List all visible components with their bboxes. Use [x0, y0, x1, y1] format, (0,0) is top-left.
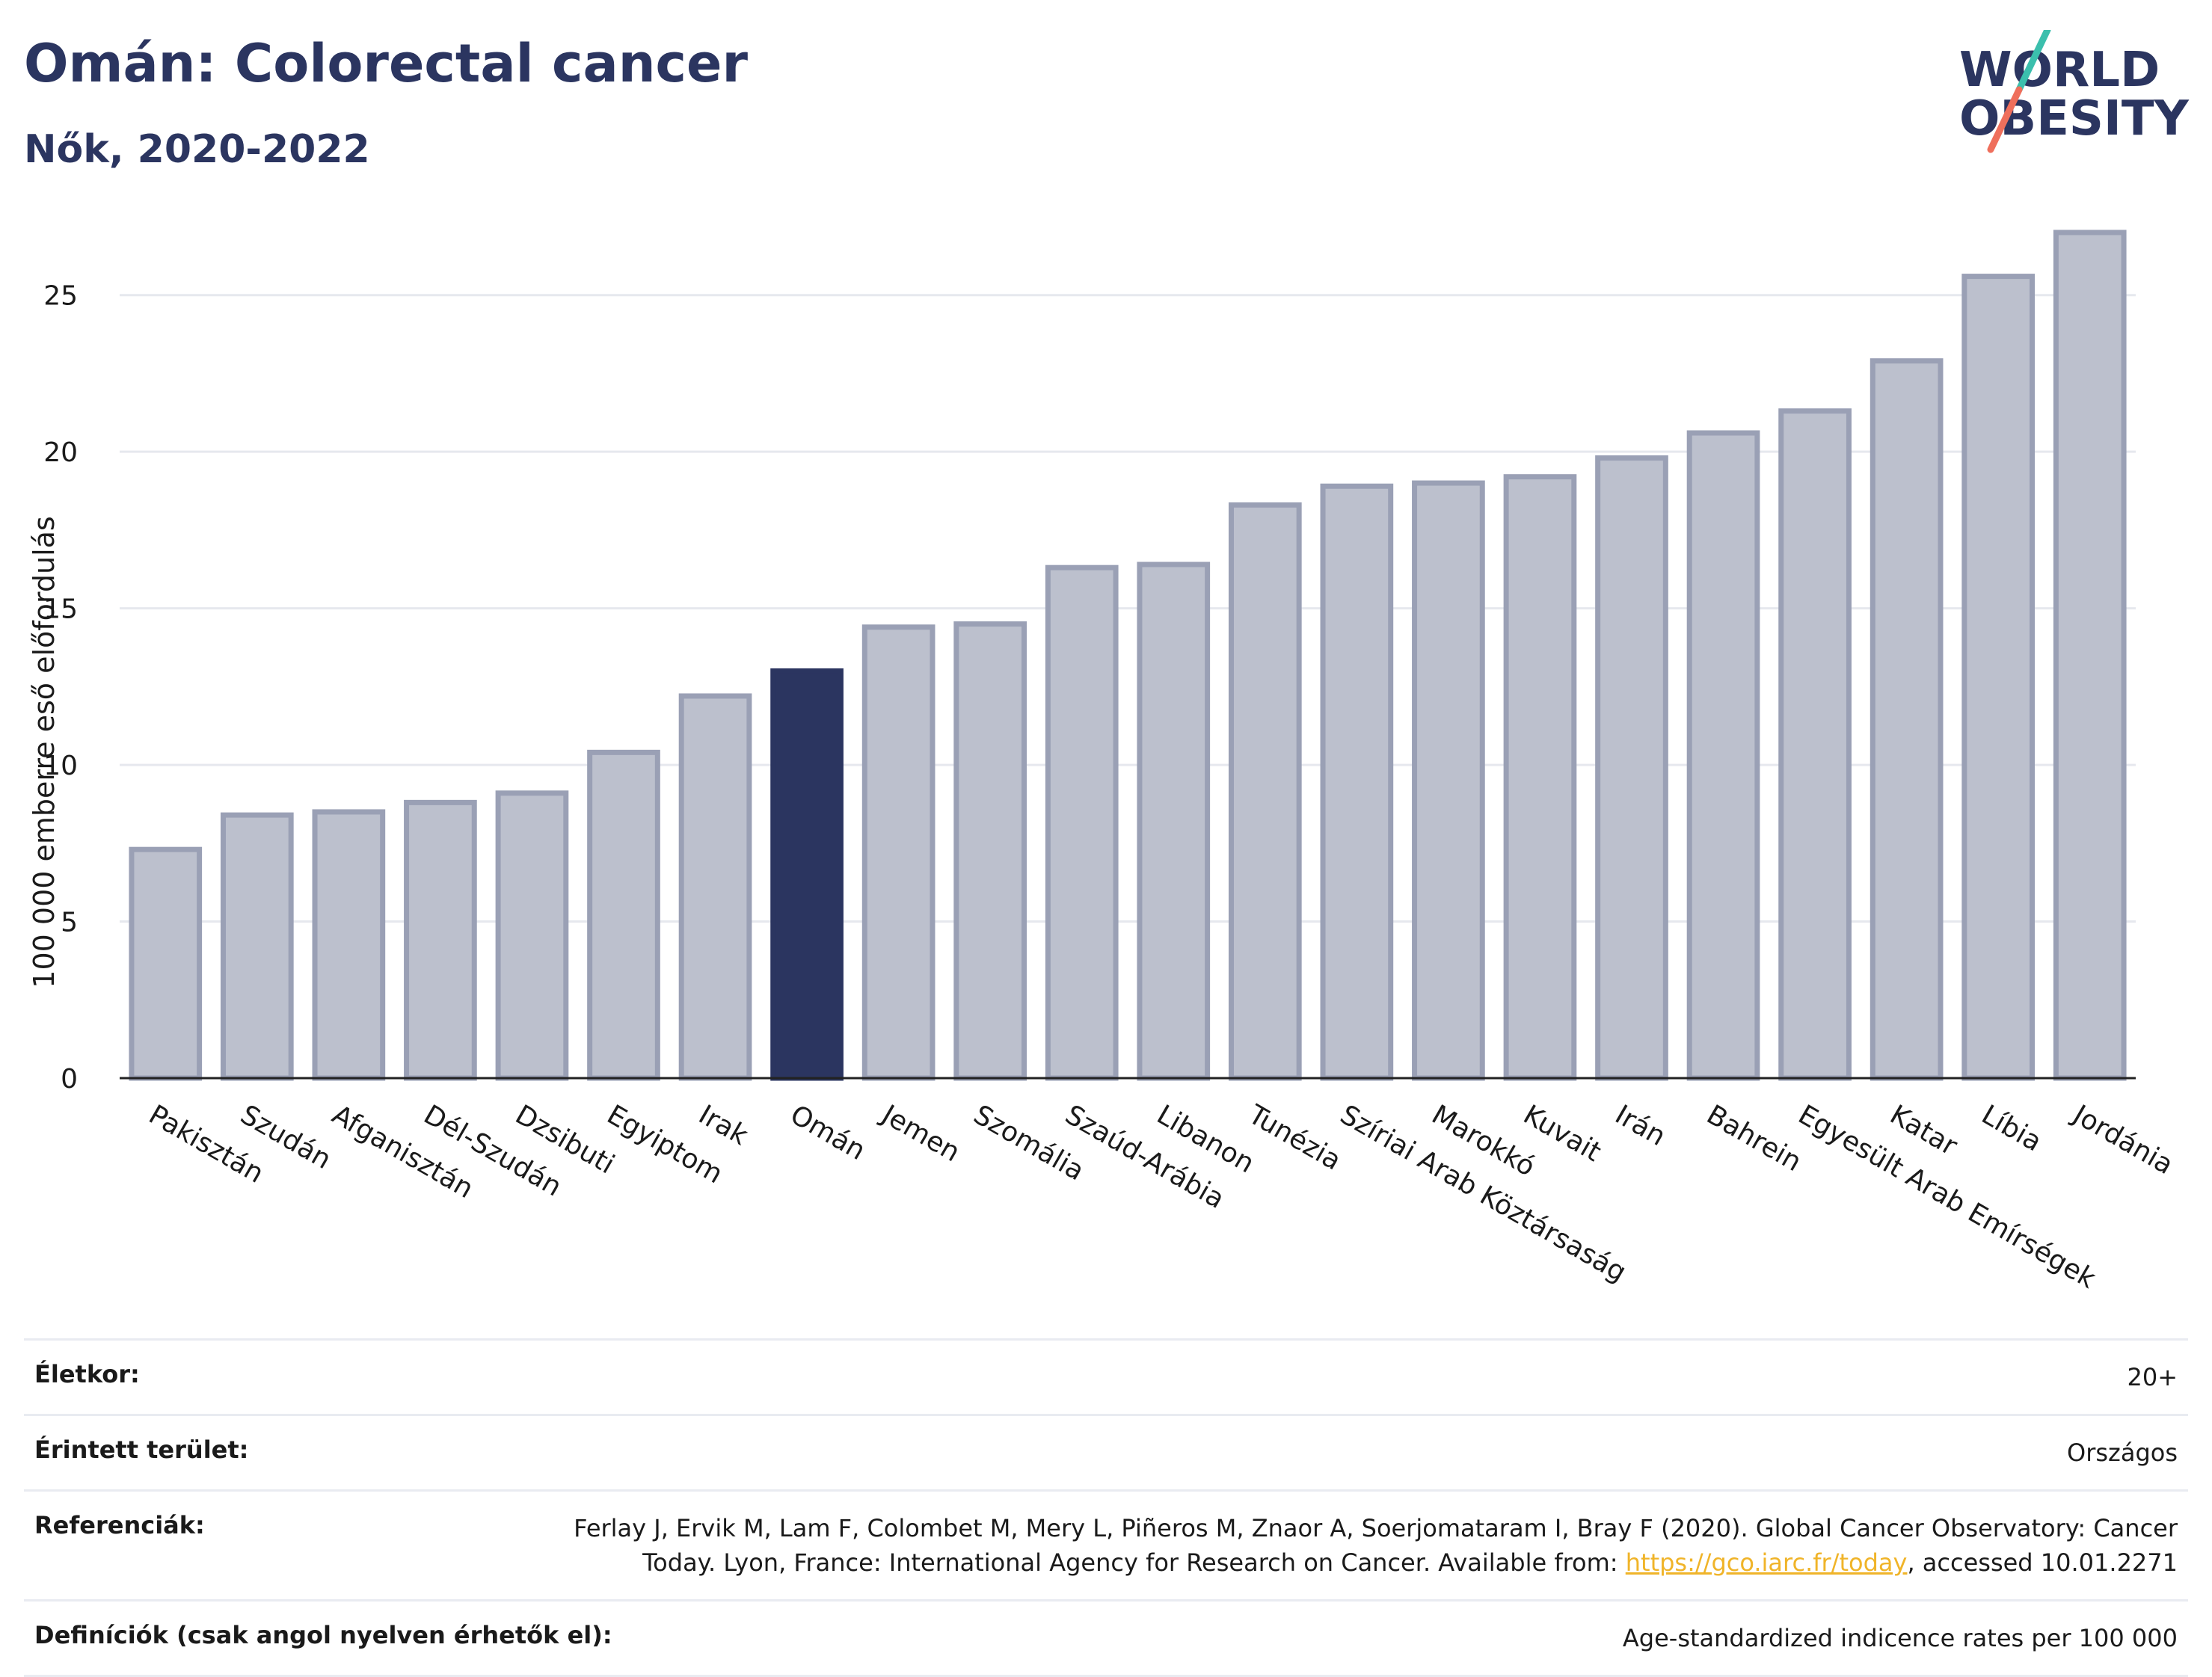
bar-dél-szudán — [404, 799, 477, 1081]
y-axis-ticks: 0 5 10 15 20 25 — [43, 281, 78, 1095]
y-tick-label: 5 — [61, 908, 78, 938]
x-tick-label: Jordánia — [2067, 1098, 2178, 1181]
meta-row-definitions: Definíciók (csak angol nyelven érhetők e… — [24, 1599, 2188, 1677]
bar-omán — [770, 668, 844, 1081]
logo-slash-coral — [1987, 86, 2023, 153]
bar-irán — [1595, 455, 1668, 1081]
x-tick-label: Irán — [1610, 1099, 1671, 1152]
x-tick-label: Omán — [785, 1099, 870, 1166]
bar-libanon — [1137, 561, 1211, 1081]
bar-szudán — [220, 812, 294, 1081]
bar-marokkó — [1412, 480, 1485, 1081]
bar-jordánia — [2053, 230, 2127, 1081]
bar-szomália — [953, 621, 1027, 1081]
y-tick-label: 0 — [61, 1064, 78, 1095]
bar-bahrein — [1686, 430, 1760, 1081]
world-obesity-logo: WORLD OBESITY — [1959, 30, 2189, 153]
y-axis-title: 100 000 emberre eső előfordulás — [28, 516, 61, 988]
meta-label-references: Referenciák: — [34, 1511, 205, 1539]
metadata-table: Életkor: 20+ Érintett terület: Országos … — [24, 1338, 2188, 1677]
bar-irak — [678, 693, 752, 1081]
meta-value-age: 20+ — [2127, 1363, 2178, 1391]
x-tick-label: Bahrein — [1701, 1099, 1806, 1178]
bar-líbia — [1961, 274, 2036, 1081]
bar-pakisztán — [129, 846, 203, 1081]
x-tick-label: Szaúd-Arábia — [1060, 1099, 1229, 1215]
meta-value-definitions: Age-standardized indicence rates per 100… — [1622, 1624, 2178, 1652]
meta-row-age: Életkor: 20+ — [24, 1338, 2188, 1414]
bar-egyiptom — [587, 749, 660, 1081]
y-tick-label: 25 — [43, 281, 78, 312]
meta-label-age: Életkor: — [34, 1360, 140, 1388]
meta-row-references: Referenciák: Ferlay J, Ervik M, Lam F, C… — [24, 1489, 2188, 1599]
x-tick-label: Irak — [693, 1099, 753, 1151]
bar-kuvait — [1503, 474, 1577, 1081]
reference-text-line1: Ferlay J, Ervik M, Lam F, Colombet M, Me… — [574, 1514, 2178, 1542]
x-axis-labels: PakisztánSzudánAfganisztánDél-SzudánDzsi… — [144, 1098, 2178, 1294]
meta-row-area: Érintett terület: Országos — [24, 1414, 2188, 1489]
reference-link[interactable]: https://gco.iarc.fr/today — [1625, 1548, 1908, 1577]
meta-value-area: Országos — [2067, 1438, 2178, 1467]
meta-label-area: Érintett terület: — [34, 1436, 249, 1464]
bars — [129, 230, 2127, 1081]
bar-katar — [1870, 358, 1944, 1081]
y-tick-label: 15 — [43, 594, 78, 625]
bar-afganisztán — [312, 809, 386, 1081]
logo-slash-teal — [2015, 30, 2051, 93]
page-subtitle: Nők, 2020-2022 — [24, 127, 370, 172]
bar-tunézia — [1228, 502, 1302, 1081]
logo-text-world: WORLD — [1959, 43, 2160, 98]
bar-dzsibuti — [495, 790, 569, 1081]
x-tick-label: Líbia — [1976, 1099, 2047, 1157]
meta-value-references: Ferlay J, Ervik M, Lam F, Colombet M, Me… — [574, 1511, 2178, 1580]
x-tick-label: Jemen — [876, 1098, 965, 1168]
y-tick-label: 10 — [43, 751, 78, 781]
bar-szíriai-arab-köztársaság — [1320, 483, 1394, 1081]
y-tick-label: 20 — [43, 437, 78, 468]
bar-szaúd-arábia — [1045, 564, 1119, 1081]
bar-egyesült-arab-emírségek — [1778, 408, 1852, 1081]
x-tick-label: Tunézia — [1243, 1099, 1347, 1177]
page-title: Omán: Colorectal cancer — [24, 33, 749, 94]
meta-label-definitions: Definíciók (csak angol nyelven érhetők e… — [34, 1621, 612, 1649]
bar-jemen — [861, 624, 936, 1081]
bar-chart: 0 5 10 15 20 25 PakisztánSzudánAfganisztánDél… — [28, 230, 2178, 1295]
reference-text-line2: Today. Lyon, France: International Agenc… — [642, 1548, 1626, 1577]
reference-accessed: , accessed 10.01.2271 — [1907, 1548, 2178, 1577]
